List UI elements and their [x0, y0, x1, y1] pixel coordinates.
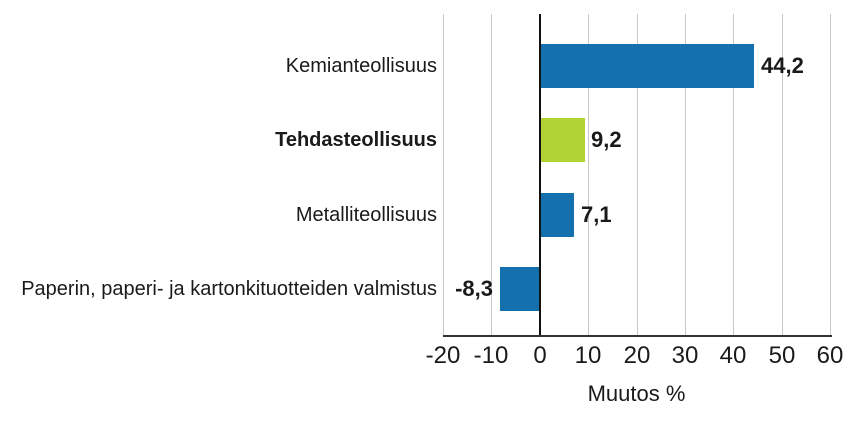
- x-axis-line: [443, 335, 832, 337]
- gridline: [490, 14, 492, 335]
- x-tick-label: -20: [425, 342, 461, 369]
- value-label: 9,2: [591, 127, 622, 152]
- gridline: [442, 14, 444, 335]
- bar: [540, 193, 574, 237]
- value-label: -8,3: [455, 276, 493, 301]
- category-label: Metalliteollisuus: [295, 204, 437, 226]
- gridline: [636, 14, 638, 335]
- bar: [540, 118, 585, 162]
- x-tick-label: 0: [533, 342, 547, 369]
- category-label: Paperin, paperi- ja kartonkituotteiden v…: [21, 278, 437, 300]
- x-axis-title: Muutos %: [587, 381, 686, 406]
- bar: [500, 267, 540, 311]
- x-tick-label: 40: [719, 342, 747, 369]
- bar: [540, 44, 754, 88]
- zero-axis-line: [539, 14, 541, 337]
- x-tick-label: 10: [574, 342, 602, 369]
- gridline: [829, 14, 831, 335]
- category-label: Kemianteollisuus: [285, 55, 437, 77]
- value-label: 44,2: [761, 53, 804, 78]
- x-tick-label: -10: [473, 342, 509, 369]
- gridline: [781, 14, 783, 335]
- x-tick-label: 60: [816, 342, 844, 369]
- x-tick-label: 30: [671, 342, 699, 369]
- x-tick-label: 50: [768, 342, 796, 369]
- x-tick-label: 20: [623, 342, 651, 369]
- gridline: [587, 14, 589, 335]
- value-label: 7,1: [581, 202, 612, 227]
- gridline: [732, 14, 734, 335]
- gridline: [684, 14, 686, 335]
- category-label: Tehdasteollisuus: [275, 129, 437, 151]
